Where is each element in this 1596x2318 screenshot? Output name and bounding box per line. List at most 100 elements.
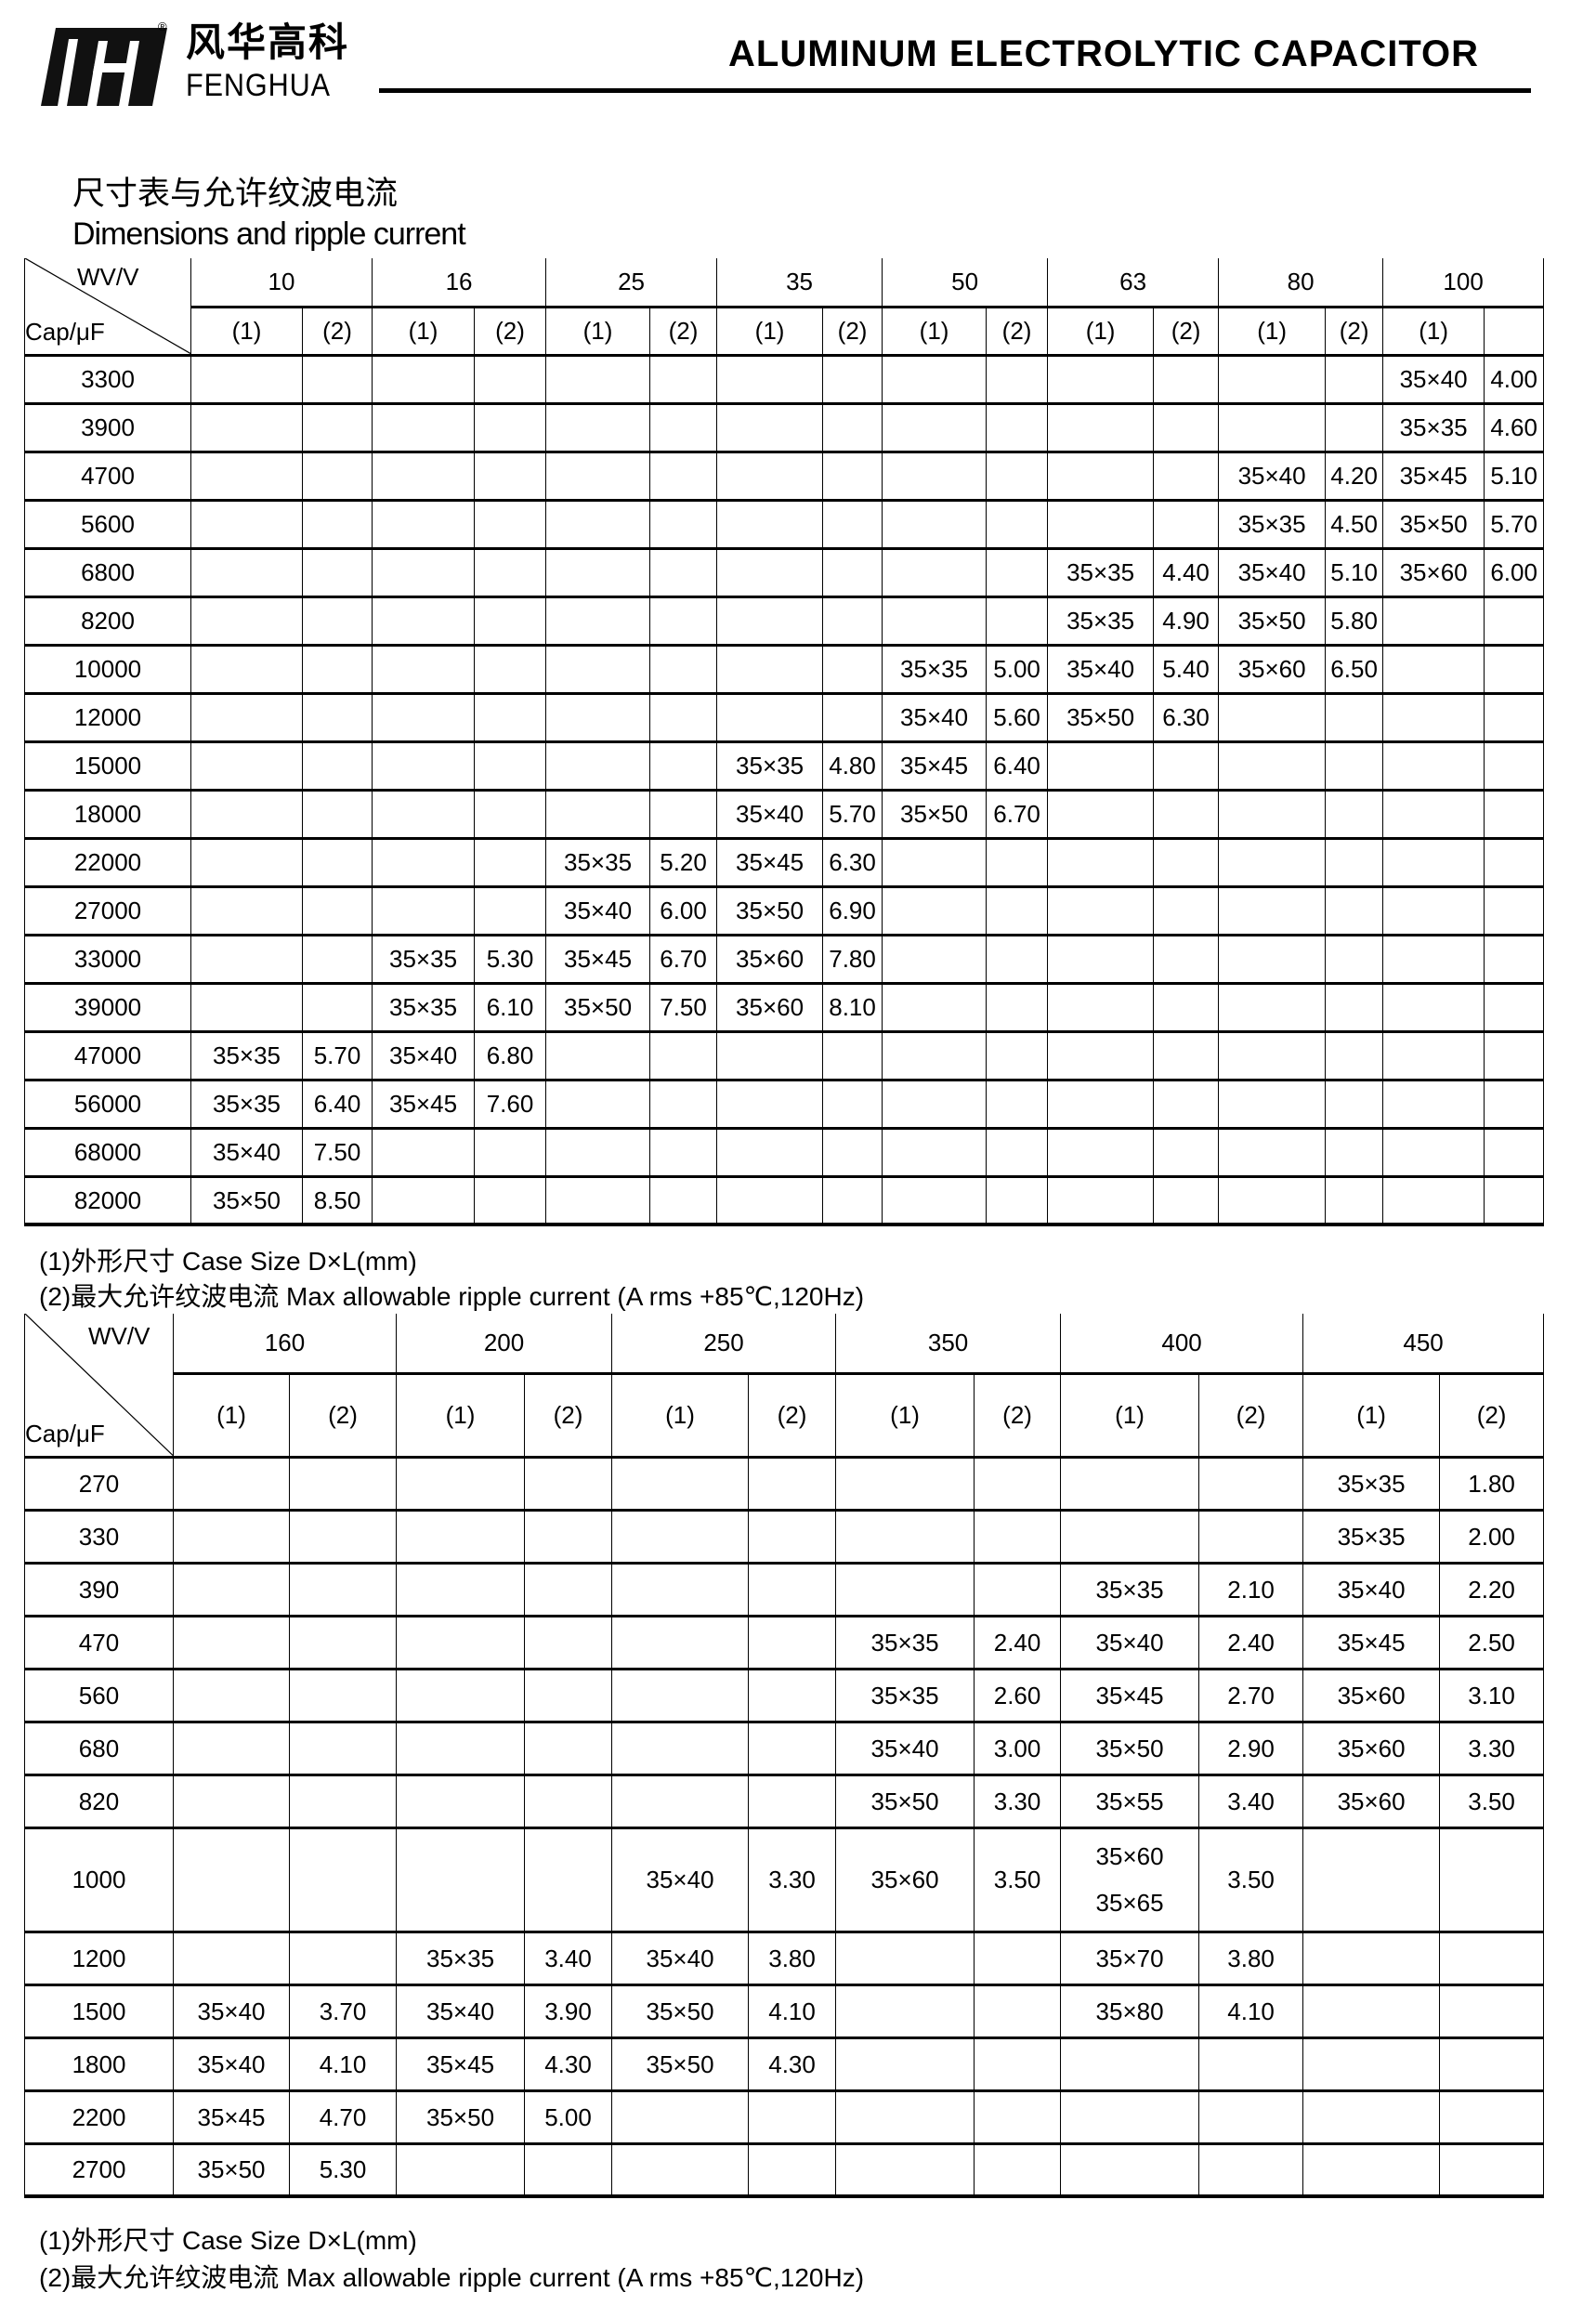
table-row: 4700 35×40 4.20 35×45 5.10 bbox=[24, 452, 1545, 502]
ripple-current-cell bbox=[1153, 1176, 1220, 1226]
ripple-current-cell bbox=[288, 1510, 398, 1565]
ripple-current-cell bbox=[301, 500, 373, 550]
subcolumn-header: (2) bbox=[748, 1373, 837, 1459]
case-size-cell bbox=[1218, 886, 1327, 936]
case-size-cell bbox=[1047, 983, 1155, 1033]
case-size-cell: 35×50 bbox=[1382, 500, 1485, 550]
case-size-cell bbox=[835, 2037, 975, 2092]
ripple-current-cell bbox=[301, 645, 373, 695]
table1-note-case-size: (1)外形尺寸 Case Size D×L(mm) bbox=[39, 1247, 417, 1276]
cell-line: 35×45 bbox=[1337, 1628, 1406, 1657]
subcolumn-header: (1) bbox=[835, 1373, 975, 1459]
case-size-cell: 35×35 bbox=[882, 645, 988, 695]
case-size-cell bbox=[1302, 2090, 1441, 2145]
ripple-current-cell bbox=[1484, 886, 1545, 936]
voltage-axis-label: WV/V bbox=[88, 1322, 150, 1350]
ripple-current-cell bbox=[1153, 452, 1220, 502]
case-size-cell: 35×40 bbox=[882, 693, 988, 743]
cell-line: 35×50 bbox=[426, 2102, 495, 2131]
ripple-current-cell: 4.30 bbox=[524, 2037, 613, 2092]
case-size-cell: 35×40 bbox=[173, 1984, 290, 2039]
table-row: 470 35×35 2.40 35×40 2.40 35×45 2.50 bbox=[24, 1616, 1545, 1670]
ripple-current-cell bbox=[301, 596, 373, 647]
subcolumn-header: (1) bbox=[173, 1373, 290, 1459]
case-size-cell bbox=[190, 838, 303, 888]
table-row: 820 35×50 3.30 35×55 3.40 35×60 3.50 bbox=[24, 1775, 1545, 1829]
cell-line: 35×35 bbox=[1337, 1522, 1406, 1551]
case-size-cell bbox=[1382, 935, 1485, 985]
case-size-cell bbox=[611, 1563, 750, 1617]
case-size-cell bbox=[372, 596, 476, 647]
ripple-current-cell: 6.30 bbox=[1153, 693, 1220, 743]
case-size-cell: 35×40 bbox=[1060, 1616, 1200, 1670]
ripple-current-cell bbox=[1484, 838, 1545, 888]
ripple-current-cell bbox=[1484, 741, 1545, 792]
ripple-current-cell bbox=[1153, 838, 1220, 888]
case-size-cell bbox=[372, 838, 476, 888]
capacitance-cell: 4700 bbox=[24, 452, 191, 502]
ripple-current-cell bbox=[822, 596, 883, 647]
ripple-current-cell bbox=[474, 452, 547, 502]
subcolumn-header: (2) bbox=[1153, 307, 1220, 357]
case-size-cell bbox=[611, 1722, 750, 1776]
ripple-current-cell bbox=[822, 355, 883, 405]
case-size-cell bbox=[835, 1563, 975, 1617]
case-size-cell: 35×50 bbox=[1060, 1722, 1200, 1776]
case-size-cell bbox=[716, 645, 824, 695]
ripple-current-cell bbox=[649, 645, 718, 695]
ripple-current-cell bbox=[1325, 1080, 1384, 1130]
case-size-cell: 35×55 bbox=[1060, 1775, 1200, 1829]
table-row: 680 35×40 3.00 35×50 2.90 35×60 3.30 bbox=[24, 1722, 1545, 1776]
case-size-cell bbox=[1382, 645, 1485, 695]
case-size-cell bbox=[190, 452, 303, 502]
case-size-cell bbox=[1218, 983, 1327, 1033]
ripple-current-cell bbox=[748, 2143, 837, 2198]
case-size-cell bbox=[372, 500, 476, 550]
cell-line: 35×60 bbox=[1095, 1842, 1164, 1870]
ripple-current-cell: 4.30 bbox=[748, 2037, 837, 2092]
case-size-cell bbox=[190, 790, 303, 840]
case-size-cell: 35×60 bbox=[1302, 1775, 1441, 1829]
ripple-current-cell bbox=[822, 645, 883, 695]
case-size-cell bbox=[545, 645, 651, 695]
capacitance-cell: 68000 bbox=[24, 1128, 191, 1178]
ripple-current-cell bbox=[288, 1563, 398, 1617]
ripple-current-cell bbox=[524, 1563, 613, 1617]
case-size-cell bbox=[545, 741, 651, 792]
capacitance-cell: 680 bbox=[24, 1722, 174, 1776]
capacitance-cell: 39000 bbox=[24, 983, 191, 1033]
cell-line: 35×50 bbox=[1095, 1734, 1164, 1762]
subcolumn-header: (2) bbox=[974, 1373, 1062, 1459]
case-size-cell bbox=[1218, 355, 1327, 405]
cell-line: 3.90 bbox=[544, 1997, 592, 2025]
cell-line: 35×60 bbox=[1337, 1734, 1406, 1762]
ripple-current-cell bbox=[986, 452, 1049, 502]
ripple-current-cell bbox=[1198, 2143, 1304, 2198]
section-title-cn: 尺寸表与允许纹波电流 bbox=[72, 176, 399, 213]
subcolumn-header: (1) bbox=[372, 307, 476, 357]
case-size-cell bbox=[372, 886, 476, 936]
ripple-current-cell bbox=[649, 355, 718, 405]
case-size-cell: 35×60 bbox=[1302, 1722, 1441, 1776]
cell-line: 35×40 bbox=[197, 2050, 266, 2078]
cell-line: 35×40 bbox=[1337, 1575, 1406, 1604]
case-size-cell: 35×45 bbox=[173, 2090, 290, 2145]
case-size-cell bbox=[1218, 693, 1327, 743]
table-row: 15000 35×35 4.80 35×45 6.40 bbox=[24, 741, 1545, 792]
cell-line: 2.10 bbox=[1227, 1575, 1275, 1604]
case-size-cell bbox=[396, 1722, 526, 1776]
ripple-current-cell bbox=[986, 1128, 1049, 1178]
case-size-cell bbox=[396, 1827, 526, 1933]
case-size-cell bbox=[1218, 741, 1327, 792]
ripple-current-cell bbox=[1484, 596, 1545, 647]
ripple-current-cell: 4.10 bbox=[748, 1984, 837, 2039]
ripple-current-cell: 6.00 bbox=[649, 886, 718, 936]
case-size-cell bbox=[1047, 403, 1155, 453]
table-row: 12000 35×40 5.60 35×50 6.30 bbox=[24, 693, 1545, 743]
subcolumn-header: (2) bbox=[822, 307, 883, 357]
ripple-current-cell bbox=[288, 1616, 398, 1670]
case-size-cell: 35×60 bbox=[716, 983, 824, 1033]
case-size-cell: 35×40 bbox=[545, 886, 651, 936]
cell-line: 5.00 bbox=[544, 2102, 592, 2131]
case-size-cell bbox=[716, 500, 824, 550]
